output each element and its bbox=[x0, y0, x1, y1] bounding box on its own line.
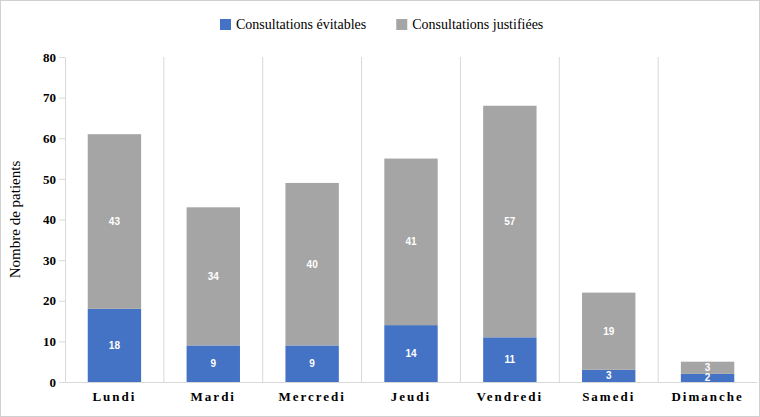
tick-label: 70 bbox=[43, 90, 56, 105]
bar bbox=[88, 134, 141, 309]
tick-label: 20 bbox=[43, 293, 56, 308]
tick-mark bbox=[59, 179, 65, 180]
tick: Lundi bbox=[92, 382, 136, 404]
data-label: 34 bbox=[208, 271, 220, 282]
tick-label: Mardi bbox=[191, 389, 236, 404]
data-label: 57 bbox=[504, 216, 516, 227]
tick-mark bbox=[59, 98, 65, 99]
legend-label: Consultations justifiées bbox=[412, 17, 543, 32]
tick: 70 bbox=[43, 90, 65, 105]
separator bbox=[262, 57, 263, 382]
bar bbox=[384, 325, 437, 382]
tick: 20 bbox=[43, 293, 65, 308]
bar bbox=[582, 370, 635, 382]
axis-title: Nombre de patients bbox=[7, 161, 23, 279]
tick-label: Jeudi bbox=[391, 389, 431, 404]
bar bbox=[681, 362, 734, 374]
tick-label: Vendredi bbox=[477, 389, 544, 404]
tick-label: 10 bbox=[43, 334, 56, 349]
data-label: 11 bbox=[505, 354, 516, 365]
tick-label: 50 bbox=[43, 172, 56, 187]
plot: 1899141132433440415719301020304050607080… bbox=[43, 50, 758, 404]
tick-label: Mercredi bbox=[278, 389, 346, 404]
tick: Mercredi bbox=[278, 382, 346, 404]
data-label: 41 bbox=[405, 236, 417, 247]
tick-label: Dimanche bbox=[671, 389, 743, 404]
tick-label: 80 bbox=[43, 50, 56, 65]
tick-mark bbox=[59, 57, 65, 58]
tick-label: 60 bbox=[43, 131, 56, 146]
bar bbox=[88, 309, 141, 382]
tick: 80 bbox=[43, 50, 65, 65]
tick-mark bbox=[59, 260, 65, 261]
bar bbox=[384, 159, 437, 326]
y-axis: 0 10 20 30 40 50 60 70 80 bbox=[43, 50, 66, 390]
axis-line bbox=[65, 58, 66, 383]
tick: Mardi bbox=[191, 382, 236, 404]
frame bbox=[1, 1, 760, 417]
tick: 30 bbox=[43, 253, 65, 268]
data-label: 40 bbox=[307, 259, 319, 270]
bar bbox=[483, 106, 536, 338]
tick-mark bbox=[59, 138, 65, 139]
legend-item: Consultations justifiées bbox=[396, 17, 543, 32]
legend-item: Consultations évitables bbox=[220, 17, 366, 32]
tick: Jeudi bbox=[391, 382, 431, 404]
legend-label: Consultations évitables bbox=[236, 17, 366, 32]
separator bbox=[460, 57, 461, 382]
separator bbox=[361, 57, 362, 382]
tick-label: 30 bbox=[43, 253, 56, 268]
bars bbox=[88, 106, 735, 382]
tick-mark bbox=[59, 341, 65, 342]
tick: 40 bbox=[43, 212, 65, 227]
separator bbox=[658, 57, 659, 382]
tick-mark bbox=[59, 220, 65, 221]
tick: 10 bbox=[43, 334, 65, 349]
data-labels: 18991411324334404157193 bbox=[109, 216, 711, 383]
tick-mark bbox=[59, 301, 65, 302]
legend-swatch bbox=[396, 19, 407, 30]
tick: Samedi bbox=[582, 382, 635, 404]
tick-label: Samedi bbox=[582, 389, 635, 404]
tick: Dimanche bbox=[671, 382, 743, 404]
bar bbox=[483, 337, 536, 382]
data-label: 3 bbox=[606, 370, 612, 381]
data-label: 9 bbox=[309, 358, 315, 369]
tick-label: 40 bbox=[43, 212, 56, 227]
chart: 1899141132433440415719301020304050607080… bbox=[0, 0, 760, 417]
tick: 50 bbox=[43, 172, 65, 187]
tick-label: 0 bbox=[50, 375, 57, 390]
bar bbox=[187, 345, 240, 382]
tick-label: Lundi bbox=[92, 389, 136, 404]
legend-swatch bbox=[220, 19, 231, 30]
data-label: 3 bbox=[705, 362, 711, 373]
data-label: 18 bbox=[109, 340, 121, 351]
bar bbox=[187, 207, 240, 345]
separator bbox=[559, 57, 560, 382]
bar bbox=[582, 293, 635, 370]
axis-line bbox=[66, 382, 758, 383]
tick: 60 bbox=[43, 131, 65, 146]
separator bbox=[163, 57, 164, 382]
bar bbox=[285, 183, 338, 346]
tick: 0 bbox=[50, 375, 66, 390]
data-label: 19 bbox=[603, 326, 615, 337]
bar bbox=[285, 345, 338, 382]
data-label: 9 bbox=[211, 358, 217, 369]
x-axis: Lundi Mardi Mercredi Jeudi Vendredi Samedi Dim… bbox=[66, 382, 758, 404]
tick-mark bbox=[59, 382, 65, 383]
data-label: 14 bbox=[405, 348, 417, 359]
tick: Vendredi bbox=[477, 382, 544, 404]
legend: Consultations évitables Consultations jus… bbox=[220, 17, 543, 32]
data-label: 2 bbox=[705, 372, 711, 383]
data-label: 43 bbox=[109, 216, 121, 227]
